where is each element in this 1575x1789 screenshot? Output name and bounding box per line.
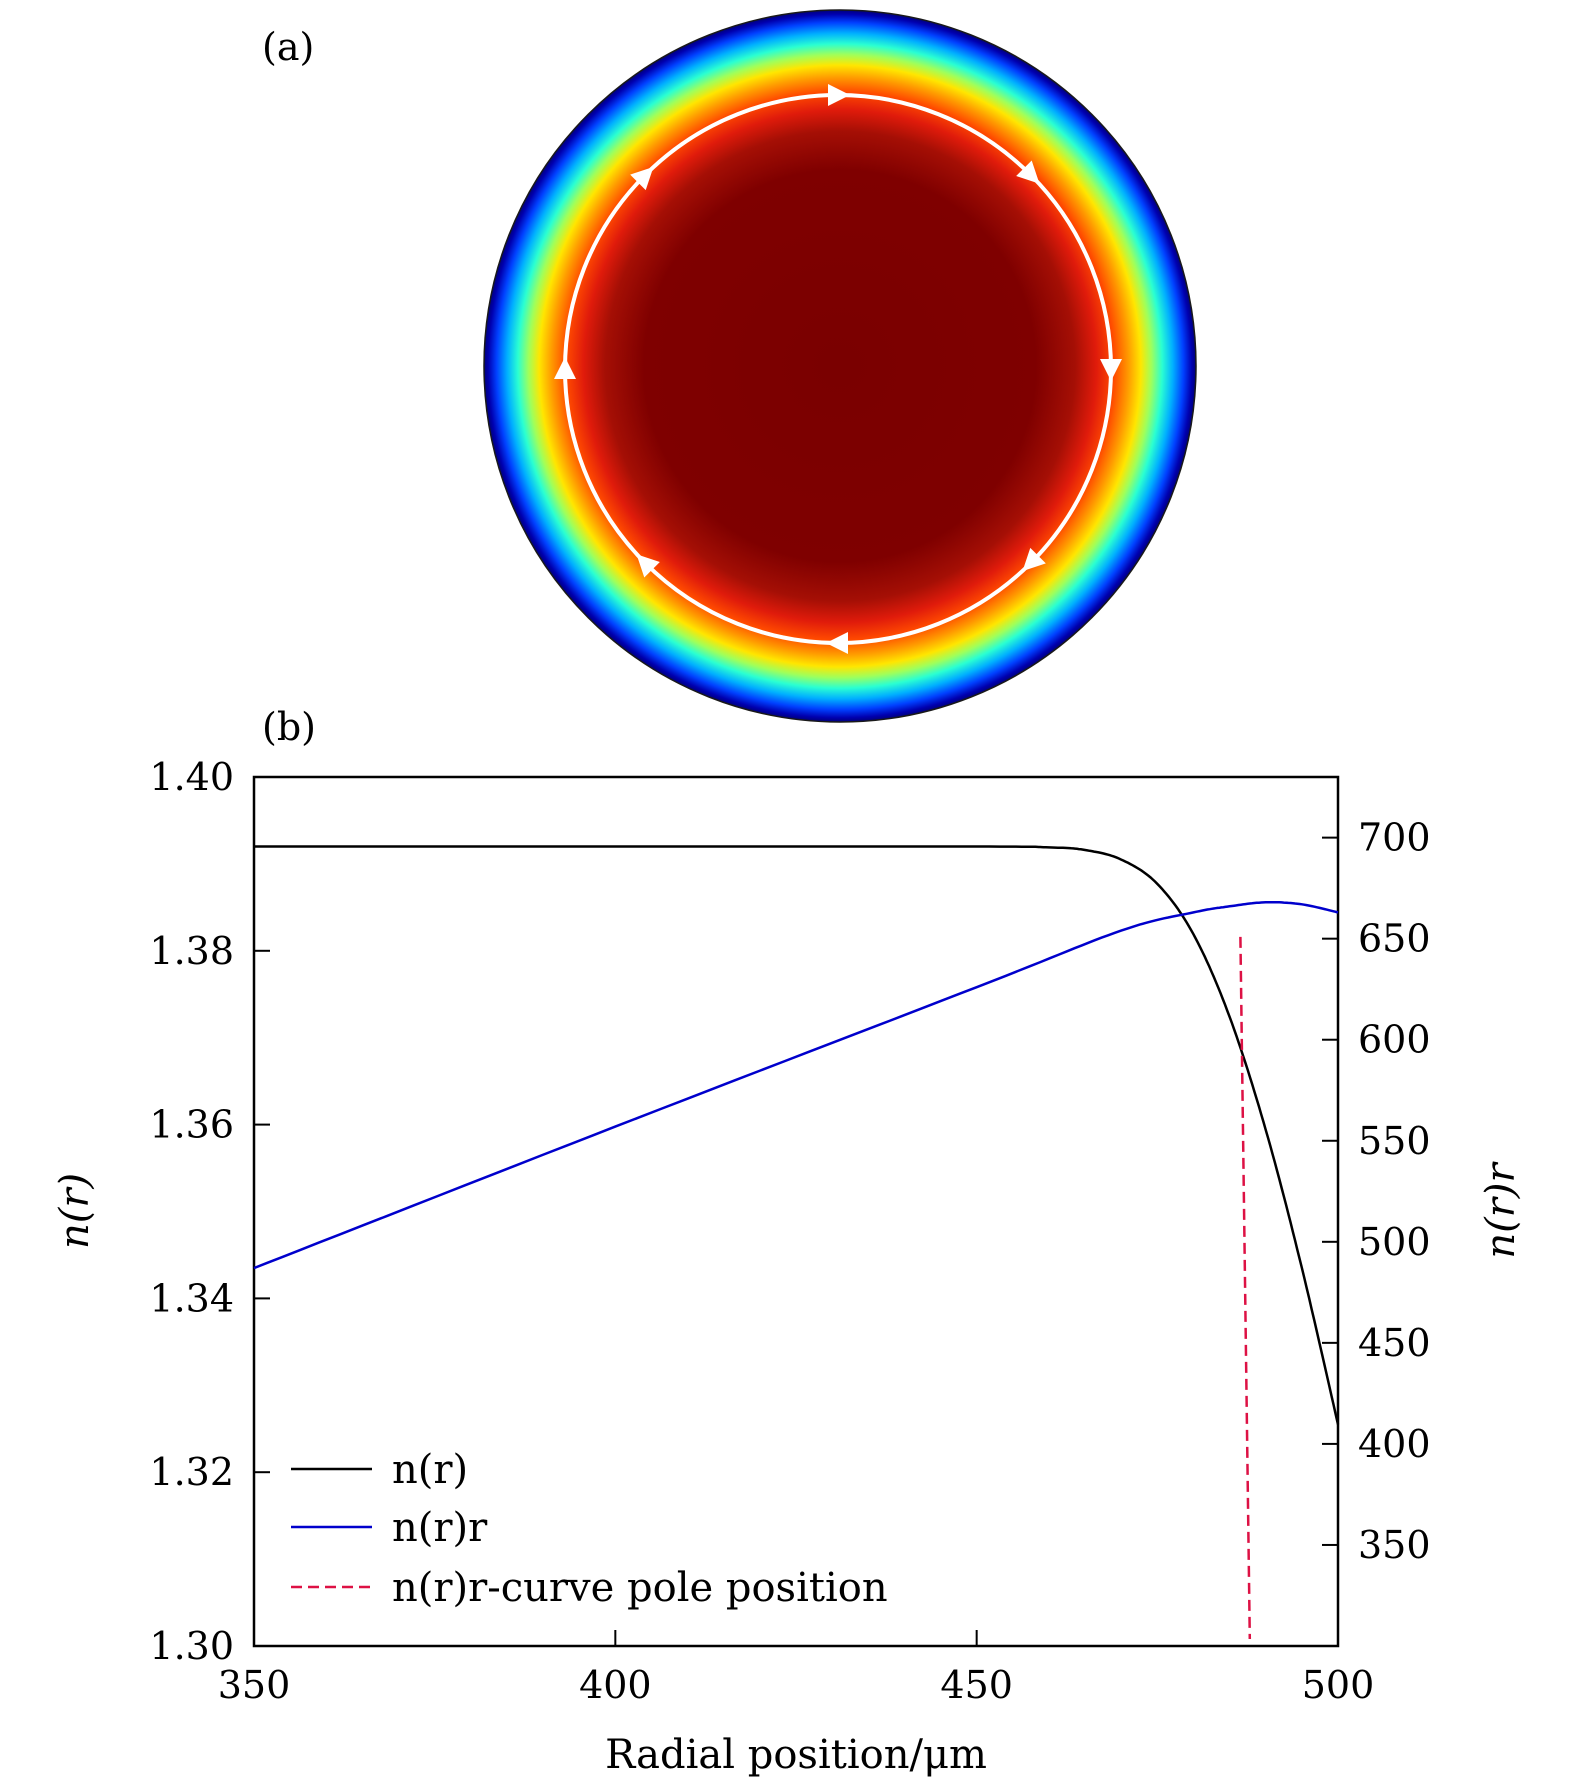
x-axis-label: Radial position/μm <box>605 1732 987 1778</box>
x-tick-label: 350 <box>218 1663 291 1707</box>
right-tick-label: 550 <box>1358 1119 1431 1163</box>
ring-arrow <box>1100 359 1122 381</box>
panel-a-label: (a) <box>262 25 314 69</box>
resonator-disk <box>483 9 1197 723</box>
left-tick-label: 1.38 <box>149 929 234 973</box>
ring-arrow <box>554 357 576 379</box>
y-axis-label-right: n(r)r <box>1478 1161 1524 1259</box>
x-tick-label: 450 <box>940 1663 1013 1707</box>
pole-position-line <box>1239 936 1252 1640</box>
x-tick-label: 500 <box>1302 1663 1375 1707</box>
left-axis-ticks: 1.30 1.32 1.34 1.36 1.38 1.40 <box>149 755 270 1668</box>
legend-label: n(r)r <box>392 1505 488 1551</box>
left-tick-label: 1.32 <box>149 1450 234 1494</box>
right-tick-label: 700 <box>1358 816 1431 860</box>
right-tick-label: 400 <box>1358 1422 1431 1466</box>
right-tick-label: 350 <box>1358 1523 1431 1567</box>
left-tick-label: 1.36 <box>149 1103 234 1147</box>
right-tick-label: 500 <box>1358 1220 1431 1264</box>
y-axis-label-left: n(r) <box>52 1173 98 1249</box>
right-tick-label: 600 <box>1358 1018 1431 1062</box>
x-tick-label: 400 <box>579 1663 652 1707</box>
ring-arrow <box>826 632 848 654</box>
plot-frame <box>252 775 1340 1648</box>
left-tick-label: 1.40 <box>149 755 234 799</box>
right-axis-ticks: 350 400 450 500 550 600 650 700 <box>1322 816 1431 1567</box>
panel-b-label: (b) <box>262 705 316 749</box>
line-chart: 1.30 1.32 1.34 1.36 1.38 1.40 350 400 450 500 550… <box>52 755 1524 1778</box>
ring-arrow <box>828 84 850 106</box>
left-tick-label: 1.34 <box>149 1276 234 1320</box>
left-tick-label: 1.30 <box>149 1624 234 1668</box>
right-tick-label: 450 <box>1358 1321 1431 1365</box>
legend: n(r) n(r)r n(r)r-curve pole position <box>291 1447 888 1611</box>
series-n-r-line <box>254 845 1340 1425</box>
intensity-map-disk <box>483 9 1197 723</box>
series-lines <box>253 845 1340 1640</box>
right-tick-label: 650 <box>1358 917 1431 961</box>
x-axis-ticks: 350 400 450 500 <box>218 1630 1375 1707</box>
series-n-r-r-line <box>253 900 1339 1270</box>
legend-label: n(r)r-curve pole position <box>392 1565 888 1611</box>
legend-label: n(r) <box>392 1447 468 1493</box>
